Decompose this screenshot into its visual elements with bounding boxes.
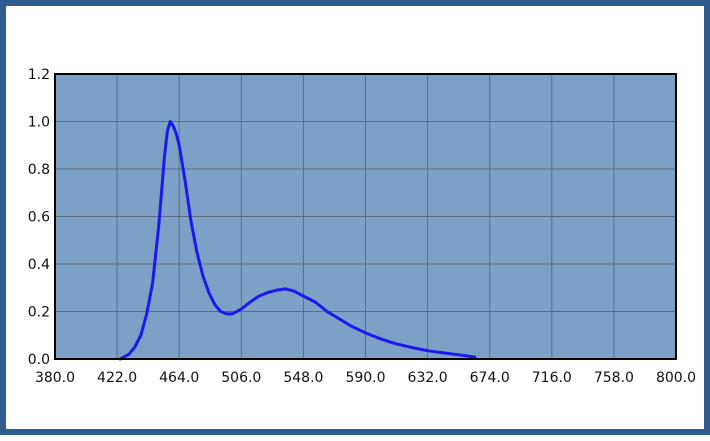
x-tick-label: 758.0: [594, 370, 634, 386]
y-axis-ticks: 0.0 0.2 0.4 0.6 0.8 1.0 1.2: [28, 67, 50, 368]
x-tick-label: 422.0: [97, 370, 137, 386]
y-tick-label: 0.6: [28, 210, 50, 226]
x-tick-label: 380.0: [35, 370, 75, 386]
chart-svg: 0.0 0.2 0.4 0.6 0.8 1.0 1.2 380.0 422.0 464.0 506…: [28, 67, 696, 386]
x-tick-label: 590.0: [345, 370, 385, 386]
y-tick-label: 0.0: [28, 352, 50, 368]
y-tick-label: 0.8: [28, 162, 50, 178]
x-tick-label: 548.0: [283, 370, 323, 386]
y-tick-label: 1.2: [28, 67, 50, 83]
x-tick-label: 674.0: [470, 370, 510, 386]
x-tick-label: 632.0: [408, 370, 448, 386]
x-tick-label: 506.0: [221, 370, 261, 386]
plot-border: [54, 73, 677, 360]
series-layer: [118, 120, 477, 361]
x-tick-label: 800.0: [656, 370, 696, 386]
series-line: [118, 120, 477, 361]
x-tick-label: 464.0: [159, 370, 199, 386]
y-tick-label: 0.4: [28, 257, 50, 273]
y-tick-label: 0.2: [28, 305, 50, 321]
x-axis-ticks: 380.0 422.0 464.0 506.0 548.0 590.0 632.0 674.0…: [35, 370, 696, 386]
x-tick-label: 716.0: [532, 370, 572, 386]
grid: [55, 74, 676, 359]
y-tick-label: 1.0: [28, 115, 50, 131]
